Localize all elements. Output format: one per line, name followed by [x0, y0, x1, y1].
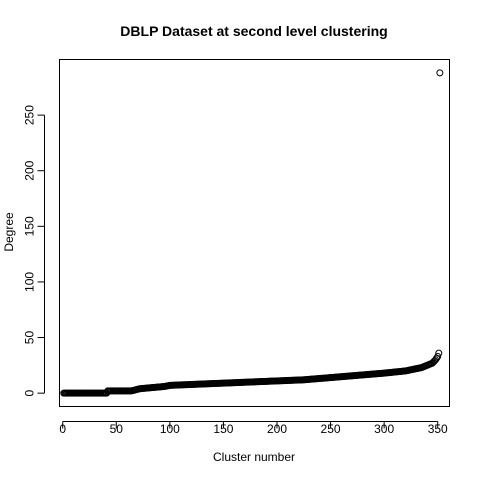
y-axis: 0 50 100 150 200 250	[23, 105, 45, 396]
y-tick-label: 150	[23, 216, 37, 236]
data-point	[434, 352, 442, 360]
y-tick-label: 0	[23, 389, 37, 396]
x-tick-label: 50	[110, 422, 124, 436]
data-point	[435, 349, 443, 357]
x-tick-label: 150	[213, 422, 233, 436]
plot-area-border	[59, 59, 450, 407]
chart-title: DBLP Dataset at second level clustering	[120, 23, 387, 39]
x-tick-label: 350	[428, 422, 448, 436]
y-axis-label: Degree	[2, 212, 16, 252]
x-axis-label: Cluster number	[213, 450, 295, 464]
outlier-point	[436, 69, 444, 77]
y-tick-label: 50	[23, 331, 37, 345]
x-tick-label: 300	[374, 422, 394, 436]
data-points	[60, 69, 444, 397]
y-tick-label: 100	[23, 272, 37, 292]
x-tick-label: 0	[59, 422, 66, 436]
y-tick-label: 250	[23, 105, 37, 125]
y-tick-label: 200	[23, 160, 37, 180]
x-tick-label: 250	[321, 422, 341, 436]
x-tick-label: 200	[267, 422, 287, 436]
x-axis: 0 50 100 150 200 250 300 350	[59, 421, 448, 436]
x-tick-label: 100	[160, 422, 180, 436]
